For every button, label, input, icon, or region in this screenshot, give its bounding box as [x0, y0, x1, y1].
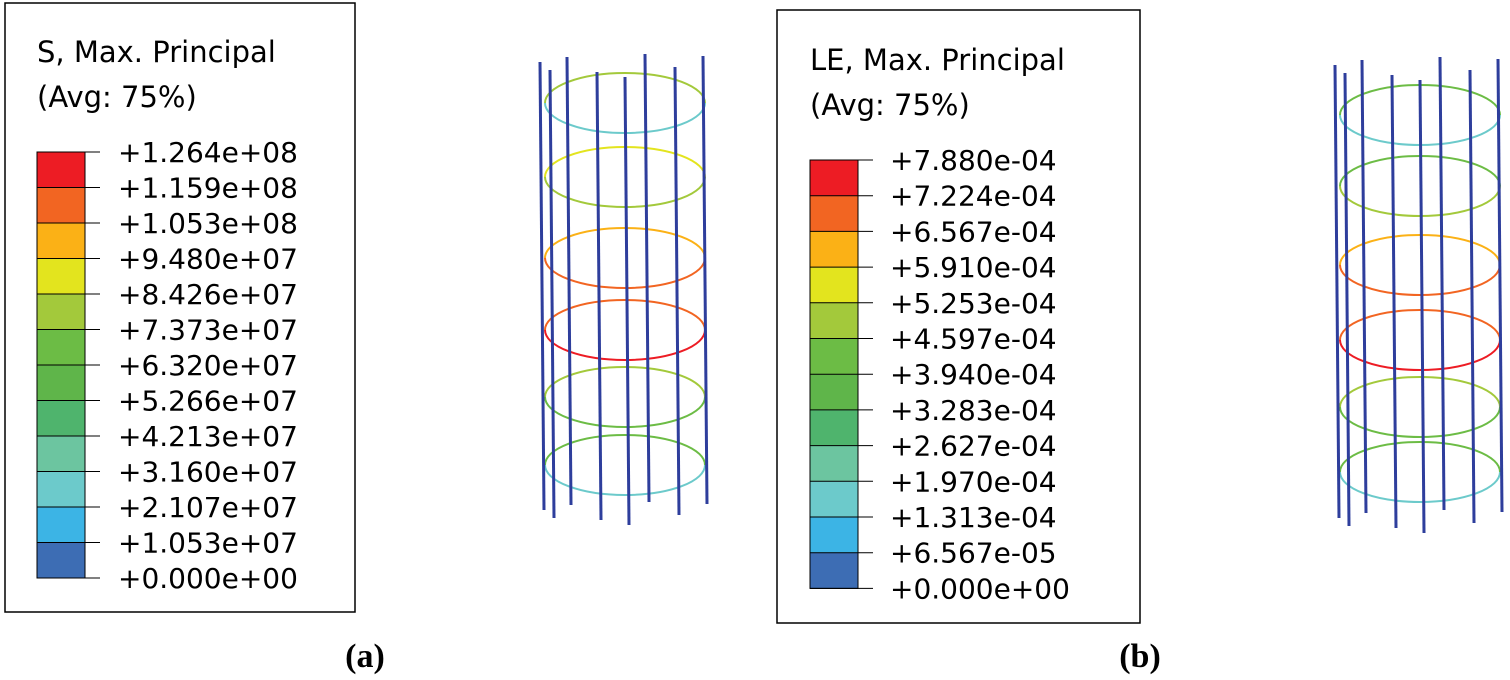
color-band	[37, 223, 85, 259]
color-band	[810, 195, 858, 232]
rebar	[701, 55, 709, 505]
stirrup	[544, 464, 706, 496]
legend-label: +6.320e+07	[118, 349, 298, 382]
color-band	[810, 338, 858, 375]
color-band	[37, 436, 85, 472]
legend-label: +8.426e+07	[118, 278, 298, 311]
color-band	[37, 187, 85, 224]
legend-label: +7.880e-04	[890, 144, 1057, 177]
legend-label: +2.627e-04	[890, 430, 1057, 463]
color-band	[810, 374, 858, 411]
panel-label: (a)	[345, 638, 385, 675]
rebar	[1333, 64, 1341, 519]
color-band	[37, 542, 85, 579]
rebar	[538, 61, 546, 511]
legend-subtitle: (Avg: 75%)	[37, 80, 197, 114]
stirrup	[544, 257, 706, 289]
rebar	[643, 53, 651, 503]
stirrup	[1339, 264, 1501, 296]
color-band	[810, 552, 858, 589]
rebar	[1360, 59, 1368, 514]
legend-subtitle: (Avg: 75%)	[810, 88, 970, 122]
legend-label: +3.283e-04	[890, 394, 1057, 427]
legend-label: +3.160e+07	[118, 456, 298, 489]
legend-label: +0.000e+00	[118, 562, 298, 595]
legend-label: +1.053e+07	[118, 527, 298, 560]
legend-label: +7.224e-04	[890, 180, 1057, 213]
color-band	[810, 409, 858, 447]
color-band	[810, 302, 858, 339]
color-band	[37, 471, 85, 508]
legend-title: S, Max. Principal	[37, 35, 276, 69]
color-band	[37, 507, 85, 543]
rebar	[595, 71, 603, 521]
legend-label: +6.567e-04	[890, 215, 1057, 248]
legend-label: +9.480e+07	[118, 243, 298, 276]
color-band	[810, 481, 858, 518]
color-band	[810, 445, 858, 482]
stirrup	[544, 72, 706, 104]
rebar	[673, 66, 681, 516]
rebar	[1343, 72, 1351, 527]
rebar	[565, 56, 573, 506]
legend-label: +5.266e+07	[118, 385, 298, 418]
legend-label: +6.567e-05	[890, 537, 1057, 570]
color-band	[810, 517, 858, 554]
rebar	[1438, 56, 1446, 511]
legend-label: +1.159e+08	[118, 172, 298, 205]
rebar	[1418, 79, 1426, 534]
rebar	[623, 76, 631, 526]
rebar	[1468, 69, 1476, 524]
legend-label: +1.313e-04	[890, 501, 1057, 534]
panel-label: (b)	[1119, 638, 1161, 675]
legend-label: +7.373e+07	[118, 314, 298, 347]
rebar	[548, 69, 556, 519]
legend-label: +4.597e-04	[890, 323, 1057, 356]
legend-label: +3.940e-04	[890, 358, 1057, 391]
stirrup	[1339, 471, 1501, 503]
legend-label: +1.264e+08	[118, 136, 298, 169]
color-band	[37, 294, 85, 330]
legend-label: +1.970e-04	[890, 465, 1057, 498]
legend-label: +0.000e+00	[890, 572, 1070, 605]
legend-label: +5.253e-04	[890, 287, 1057, 320]
color-band	[37, 329, 85, 366]
color-band	[810, 160, 858, 197]
legend-label: +5.910e-04	[890, 251, 1057, 284]
color-band	[810, 231, 858, 268]
legend-label: +4.213e+07	[118, 420, 298, 453]
color-band	[810, 267, 858, 304]
color-band	[37, 258, 85, 295]
color-band	[37, 365, 85, 401]
rebar-cage	[1333, 56, 1504, 534]
rebar	[1496, 58, 1504, 513]
rebar	[1390, 74, 1398, 529]
rebar-cage	[538, 53, 709, 526]
legend-title: LE, Max. Principal	[810, 43, 1065, 77]
color-band	[37, 400, 85, 437]
legend-label: +1.053e+08	[118, 207, 298, 240]
legend-label: +2.107e+07	[118, 491, 298, 524]
color-band	[37, 152, 85, 188]
